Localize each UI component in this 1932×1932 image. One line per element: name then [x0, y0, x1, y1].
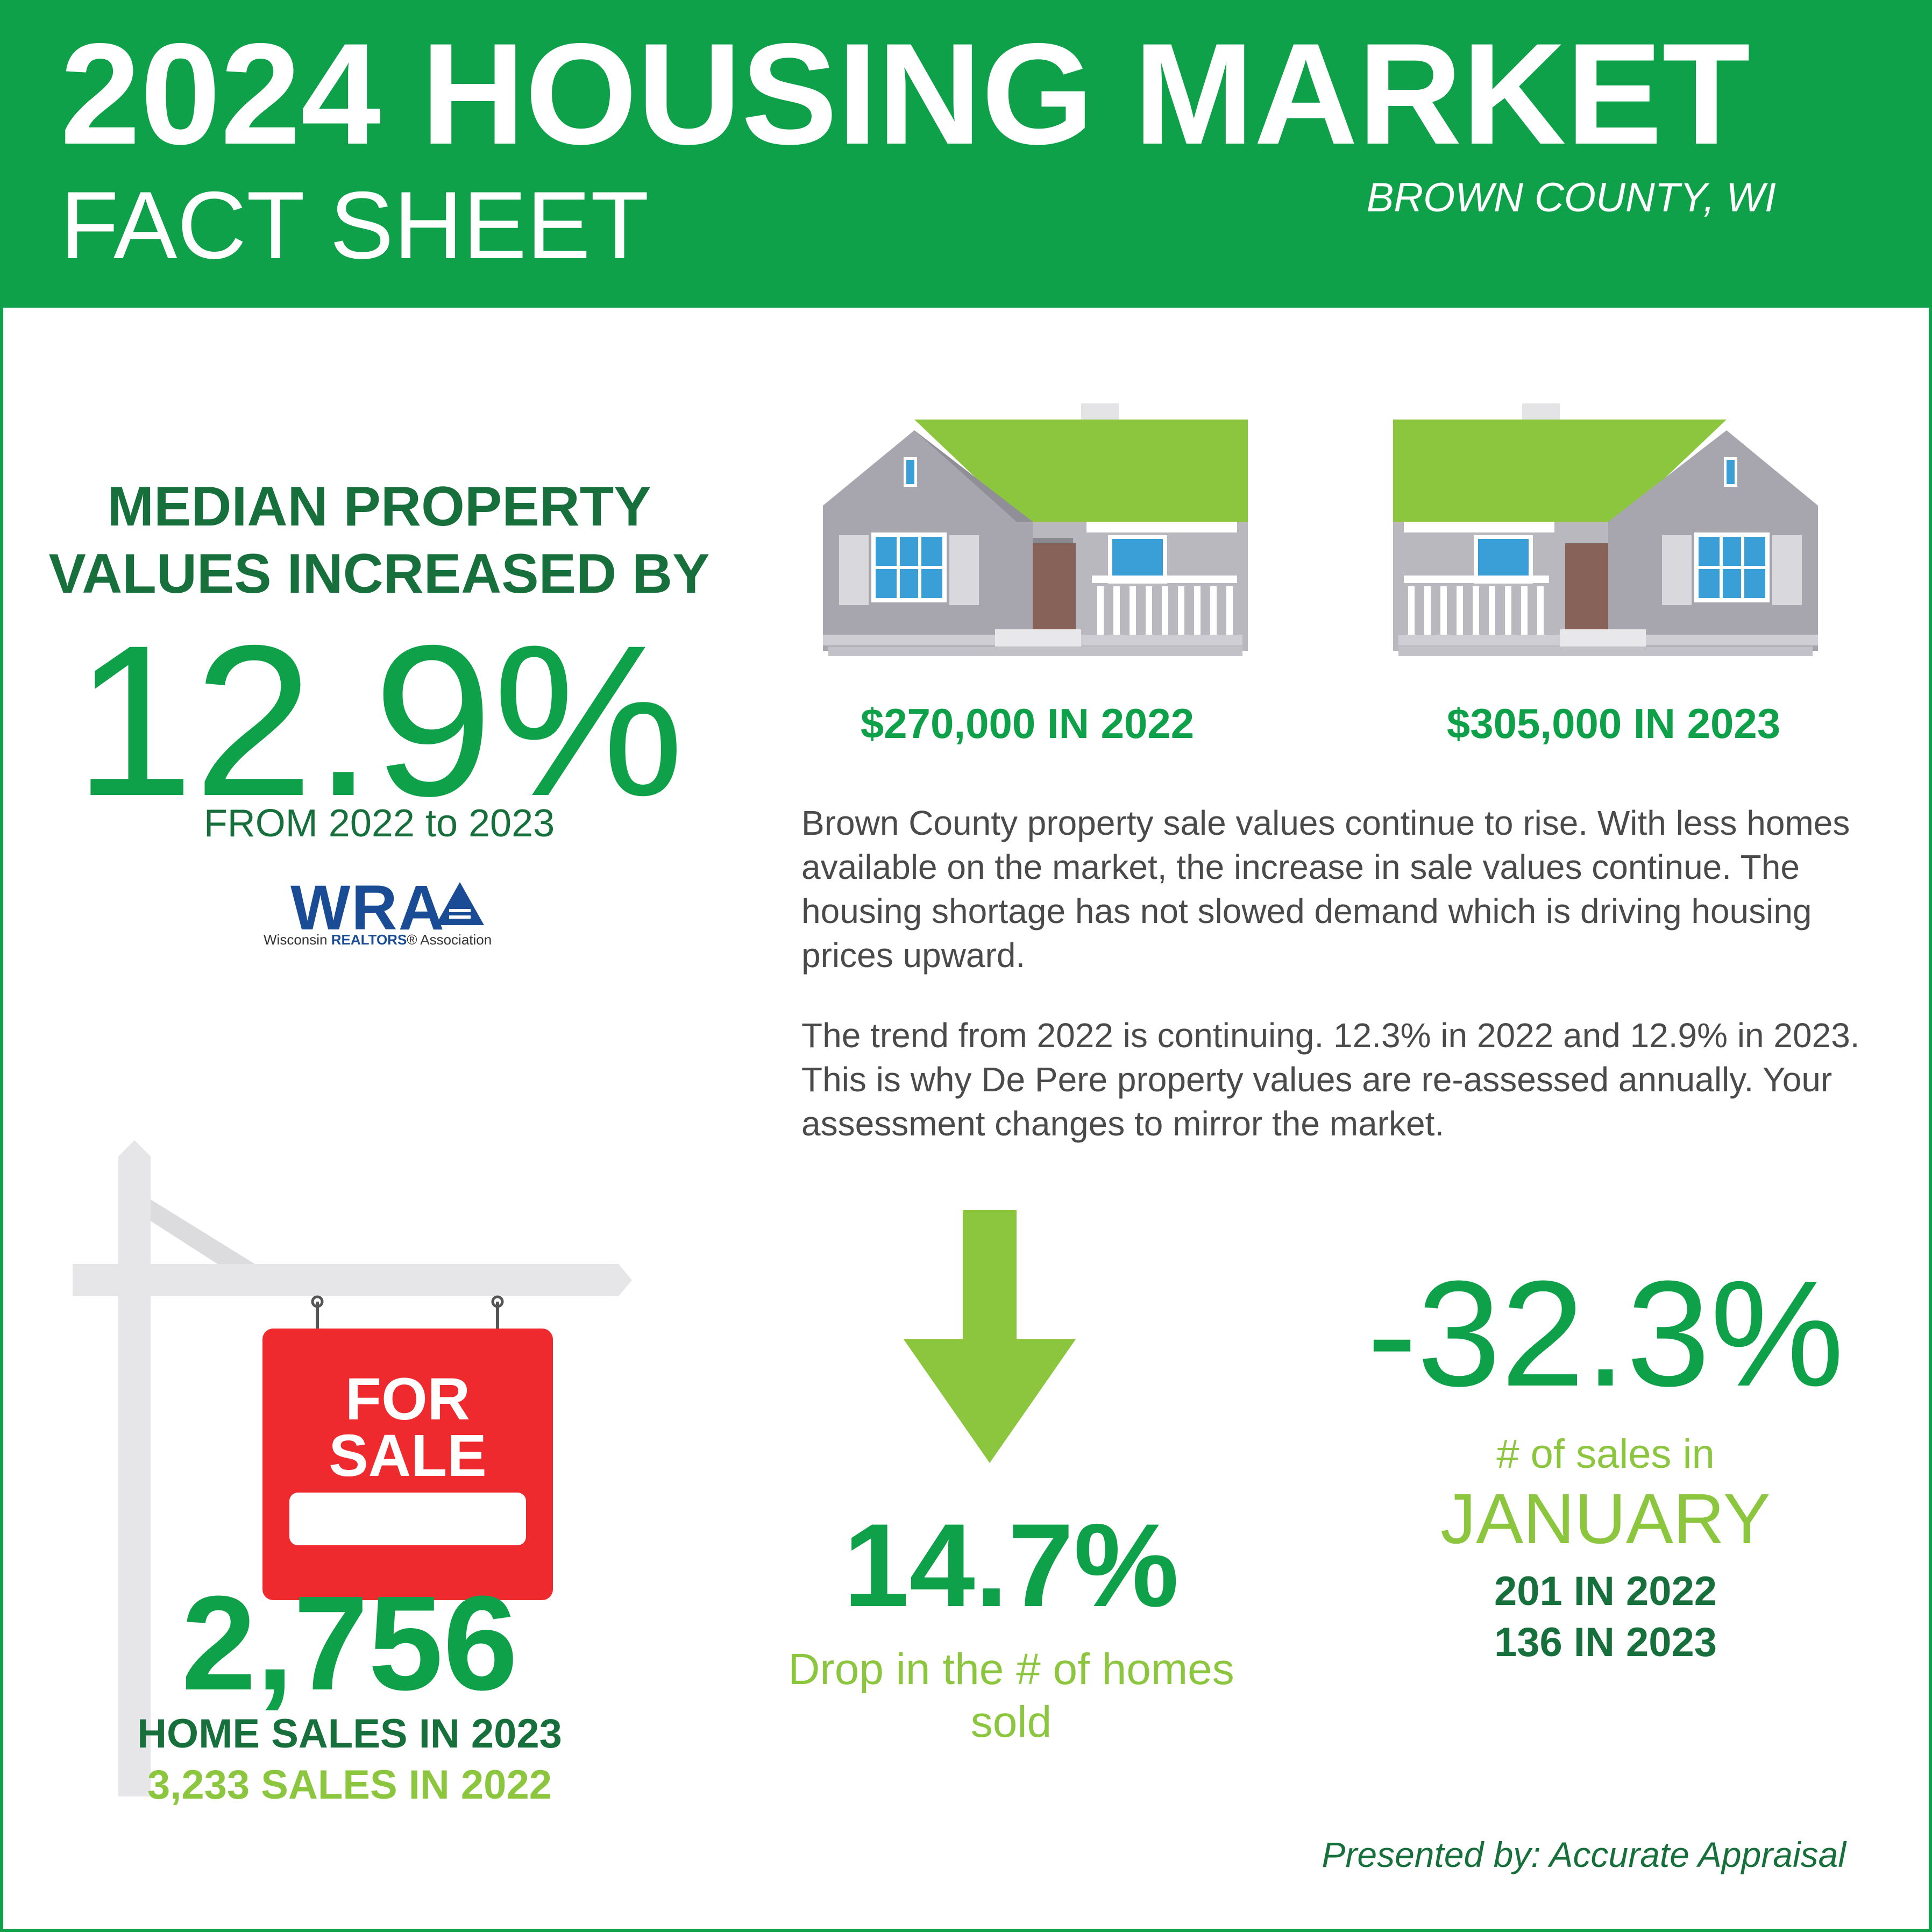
- median-increase-percent: 12.9%: [74, 600, 685, 841]
- page-subtitle: FACT SHEET: [60, 172, 649, 279]
- january-month: JANUARY: [1440, 1479, 1771, 1558]
- january-label: # of sales in: [1496, 1431, 1715, 1477]
- january-2023-sales: 136 IN 2023: [1494, 1620, 1717, 1665]
- january-change-percent: -32.3%: [1367, 1250, 1844, 1418]
- down-arrow-icon: [904, 1210, 1076, 1463]
- drop-label: Drop in the # of homes sold: [788, 1645, 1234, 1747]
- drop-percent: 14.7%: [843, 1499, 1179, 1631]
- location-label: BROWN COUNTY, WI: [1366, 175, 1776, 221]
- description-paragraph-1: Brown County property sale values contin…: [801, 804, 1850, 975]
- median-year-range: FROM 2022 to 2023: [203, 802, 555, 845]
- house-icon: [436, 882, 484, 925]
- page-title: 2024 HOUSING MARKET: [60, 13, 1751, 174]
- home-sales-count: 2,756: [181, 1568, 518, 1718]
- wra-logo-subtitle: Wisconsin REALTORS® Association: [264, 932, 492, 948]
- for-sale-text: FOR SALE: [329, 1366, 487, 1489]
- presented-by: Presented by: Accurate Appraisal: [1322, 1835, 1846, 1874]
- median-heading: MEDIAN PROPERTY VALUES INCREASED BY: [48, 475, 710, 605]
- house-2022-illustration: [807, 403, 1248, 656]
- wra-logo-letters: WRA: [290, 872, 445, 943]
- home-sales-2022-label: 3,233 SALES IN 2022: [147, 1762, 552, 1808]
- house-2023-price: $305,000 IN 2023: [1446, 700, 1781, 747]
- house-2022-price: $270,000 IN 2022: [860, 700, 1195, 747]
- header-banner: 2024 HOUSING MARKET FACT SHEET BROWN COU…: [0, 0, 1932, 308]
- january-2022-sales: 201 IN 2022: [1494, 1568, 1717, 1614]
- for-sale-sign: FOR SALE: [262, 1350, 553, 1600]
- wra-logo: WRA Wisconsin REALTORS® Association: [258, 871, 506, 948]
- description-paragraph-2: The trend from 2022 is continuing. 12.3%…: [801, 1016, 1860, 1143]
- sign-blank-panel: [289, 1493, 526, 1545]
- home-sales-2023-label: HOME SALES IN 2023: [137, 1711, 562, 1757]
- house-2023-illustration: [1393, 403, 1834, 656]
